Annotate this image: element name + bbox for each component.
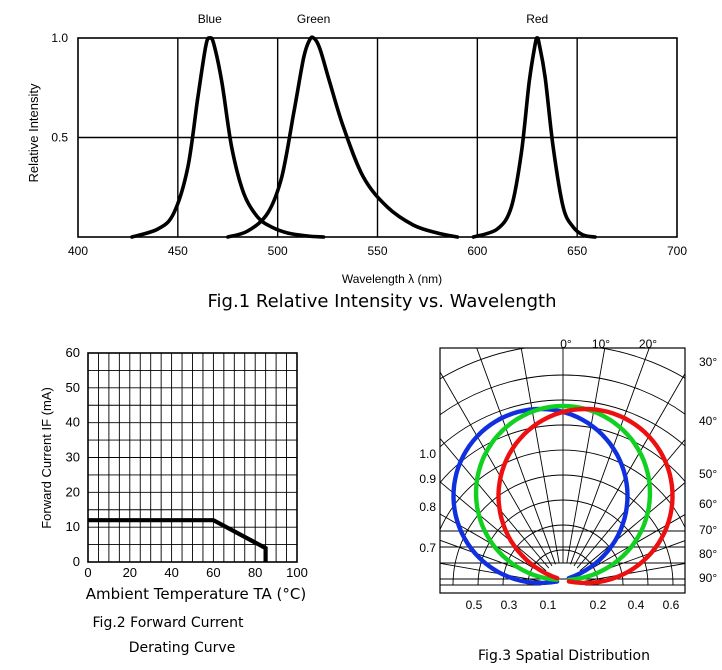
fig3-spoke: [440, 437, 550, 569]
fig3-spoke: [576, 438, 685, 569]
fig1-peak-label: Blue: [198, 12, 222, 26]
fig3-spoke: [583, 540, 685, 578]
fig1-x-tick-label: 600: [467, 244, 487, 258]
fig1-y-axis-label: Relative Intensity: [26, 83, 41, 182]
fig2-grid: [87, 352, 298, 563]
fig3-left-scale-label: 0.7: [419, 541, 436, 555]
fig2-y-tick-label: 30: [66, 450, 80, 465]
fig3-angle-label: 50°: [699, 467, 717, 481]
fig3-angle-label: 0°: [560, 337, 572, 351]
fig3-bottom-scale-label: 0.5: [466, 598, 483, 612]
fig1-x-tick-label: 500: [268, 244, 288, 258]
fig3-spoke: [520, 348, 560, 564]
fig3-curve-green: [473, 403, 653, 582]
fig1-x-axis-label: Wavelength λ (nm): [342, 272, 442, 286]
fig2-y-axis-label: Forward Current IF (mA): [39, 387, 54, 529]
fig3-left-scale-label: 0.8: [419, 500, 436, 514]
fig2-y-tick-label: 0: [73, 554, 80, 569]
fig3-bottom-scale-label: 0.2: [590, 598, 607, 612]
fig3-curve-blue: [451, 406, 630, 586]
fig3-curve-red: [496, 406, 675, 586]
fig3-spoke: [584, 563, 685, 582]
fig2-y-tick-label: 20: [66, 484, 80, 499]
fig1-x-tick-label: 450: [168, 244, 188, 258]
fig2-x-tick-label: 80: [248, 565, 262, 580]
fig1-x-tick-label: 650: [567, 244, 587, 258]
fig2-x-tick-label: 0: [84, 565, 91, 580]
fig2-x-tick-label: 100: [286, 565, 308, 580]
fig3-spoke: [566, 348, 606, 564]
fig3-left-scale-label: 0.9: [419, 472, 436, 486]
fig1-curves: [130, 35, 597, 239]
fig3-ring: [440, 374, 685, 416]
fig3-bottom-scale-labels: 0.5 0.3 0.1 0.2 0.4 0.6: [466, 598, 680, 612]
fig2-x-tick-label: 20: [123, 565, 137, 580]
fig3-bottom-scale-label: 0.1: [540, 598, 557, 612]
fig3-left-scale-label: 1.0: [419, 447, 436, 461]
fig1-peak-labels: Blue Green Red: [198, 12, 548, 26]
fig3-angle-label: 10°: [592, 337, 610, 351]
fig3-spoke: [440, 513, 545, 575]
fig2-x-tick-label: 60: [206, 565, 220, 580]
fig3-curves: [451, 403, 675, 586]
fig3-angle-label: 80°: [699, 547, 717, 561]
fig1-curve-blue: [130, 36, 326, 239]
fig2-y-tick-labels: 0 10 20 30 40 50 60: [66, 345, 80, 569]
fig3-angle-label: 30°: [699, 355, 717, 369]
fig1-curve-green: [226, 35, 460, 239]
fig2-frame: [87, 352, 298, 563]
fig1-curve-red: [471, 36, 597, 239]
fig3-angle-label: 20°: [639, 337, 657, 351]
fig2-derating-line: [88, 518, 268, 562]
fig3-left-scale-labels: 1.0 0.9 0.8 0.7: [419, 447, 436, 555]
fig2-curve: [88, 518, 268, 562]
fig1-x-tick-labels: 400 450 500 550 600 650 700: [68, 244, 687, 258]
fig3-spoke: [570, 348, 650, 565]
fig1-relative-intensity-chart: 400 450 500 550 600 650 700 1.0 0.5 Blue Green Re…: [26, 12, 687, 312]
fig3-spoke: [440, 562, 542, 582]
fig3-angle-label: 70°: [699, 523, 717, 537]
fig3-spoke: [581, 514, 685, 575]
fig3-angle-labels: 0° 10° 20° 30° 40° 50° 60° 70° 80° 90°: [560, 337, 717, 585]
fig3-spatial-distribution: 0° 10° 20° 30° 40° 50° 60° 70° 80° 90° 1.0 0.9 0.8 0…: [419, 337, 717, 664]
fig2-derating-chart: 0 20 40 60 80 100 0 10 20 30 40 50 60 Forward Curre…: [39, 345, 308, 656]
fig3-caption: Fig.3 Spatial Distribution: [478, 648, 650, 664]
fig1-y-tick-label: 0.5: [51, 131, 68, 145]
fig2-y-tick-label: 60: [66, 345, 80, 360]
fig1-x-tick-label: 700: [667, 244, 687, 258]
fig1-caption: Fig.1 Relative Intensity vs. Wavelength: [208, 291, 557, 312]
fig2-y-tick-label: 40: [66, 415, 80, 430]
fig3-angle-label: 90°: [699, 571, 717, 585]
fig1-peak-label: Green: [297, 12, 330, 26]
fig3-frame: [439, 347, 686, 594]
fig2-caption-line2: Derating Curve: [129, 640, 236, 656]
fig2-y-tick-label: 10: [66, 519, 80, 534]
fig1-x-tick-label: 400: [68, 244, 88, 258]
fig2-x-tick-label: 40: [164, 565, 178, 580]
fig3-angle-label: 40°: [699, 414, 717, 428]
fig3-bottom-scale-label: 0.6: [663, 598, 680, 612]
fig2-y-tick-label: 50: [66, 380, 80, 395]
fig3-spoke: [476, 348, 556, 565]
fig2-x-tick-labels: 0 20 40 60 80 100: [84, 565, 307, 580]
fig2-x-axis-label: Ambient Temperature TA (°C): [86, 585, 306, 603]
fig3-spoke: [440, 539, 543, 578]
fig2-caption-line1: Fig.2 Forward Current: [93, 615, 244, 631]
fig3-bottom-scale-label: 0.3: [501, 598, 518, 612]
fig1-x-tick-label: 550: [367, 244, 387, 258]
fig3-bottom-scale-label: 0.4: [628, 598, 645, 612]
fig3-angle-label: 60°: [699, 497, 717, 511]
fig1-grid: [77, 37, 678, 238]
fig1-peak-label: Red: [526, 12, 548, 26]
fig1-y-tick-label: 1.0: [51, 31, 68, 45]
fig1-y-tick-labels: 1.0 0.5: [51, 31, 68, 145]
